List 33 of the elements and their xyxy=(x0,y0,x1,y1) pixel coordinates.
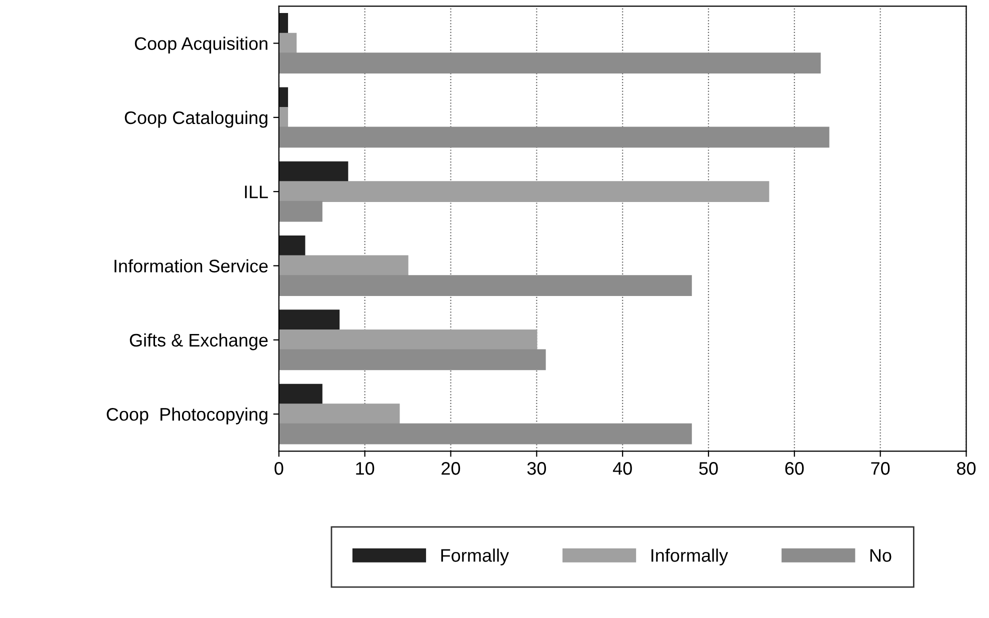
x-tick-label: 50 xyxy=(699,462,718,475)
bar xyxy=(278,161,348,182)
bar xyxy=(278,349,546,370)
legend-label: Formally xyxy=(441,548,509,566)
bar xyxy=(278,275,692,296)
bar xyxy=(278,181,770,202)
bar xyxy=(278,310,340,331)
x-tick-label: 0 xyxy=(274,462,284,475)
x-tick-label: 70 xyxy=(871,462,890,475)
bar xyxy=(278,255,408,276)
bar xyxy=(278,423,692,444)
bar xyxy=(278,200,322,222)
x-tick-label: 20 xyxy=(442,462,460,475)
y-tick-label: Information Service xyxy=(114,259,268,272)
y-tick-label: Gifts & Exchange xyxy=(130,333,268,350)
legend-label: Informally xyxy=(652,548,728,566)
bar xyxy=(278,404,400,425)
bar xyxy=(278,32,297,54)
y-tick-label: Coop Acquisition xyxy=(134,36,268,54)
x-tick-label: 80 xyxy=(956,462,976,475)
legend-label: No xyxy=(870,549,892,562)
x-tick-label: 60 xyxy=(785,462,804,475)
x-tick-label: 10 xyxy=(356,462,374,475)
y-tick-label: Coop Photocopying xyxy=(106,408,268,424)
bar xyxy=(278,126,830,148)
y-tick-label: Coop Cataloguing xyxy=(124,110,268,128)
bar xyxy=(278,329,538,350)
x-tick-label: 30 xyxy=(527,462,546,475)
x-tick-label: 40 xyxy=(612,462,632,475)
y-tick-label: ILL xyxy=(245,186,268,198)
bar xyxy=(278,52,821,74)
bar xyxy=(278,236,306,256)
bar xyxy=(278,384,322,405)
